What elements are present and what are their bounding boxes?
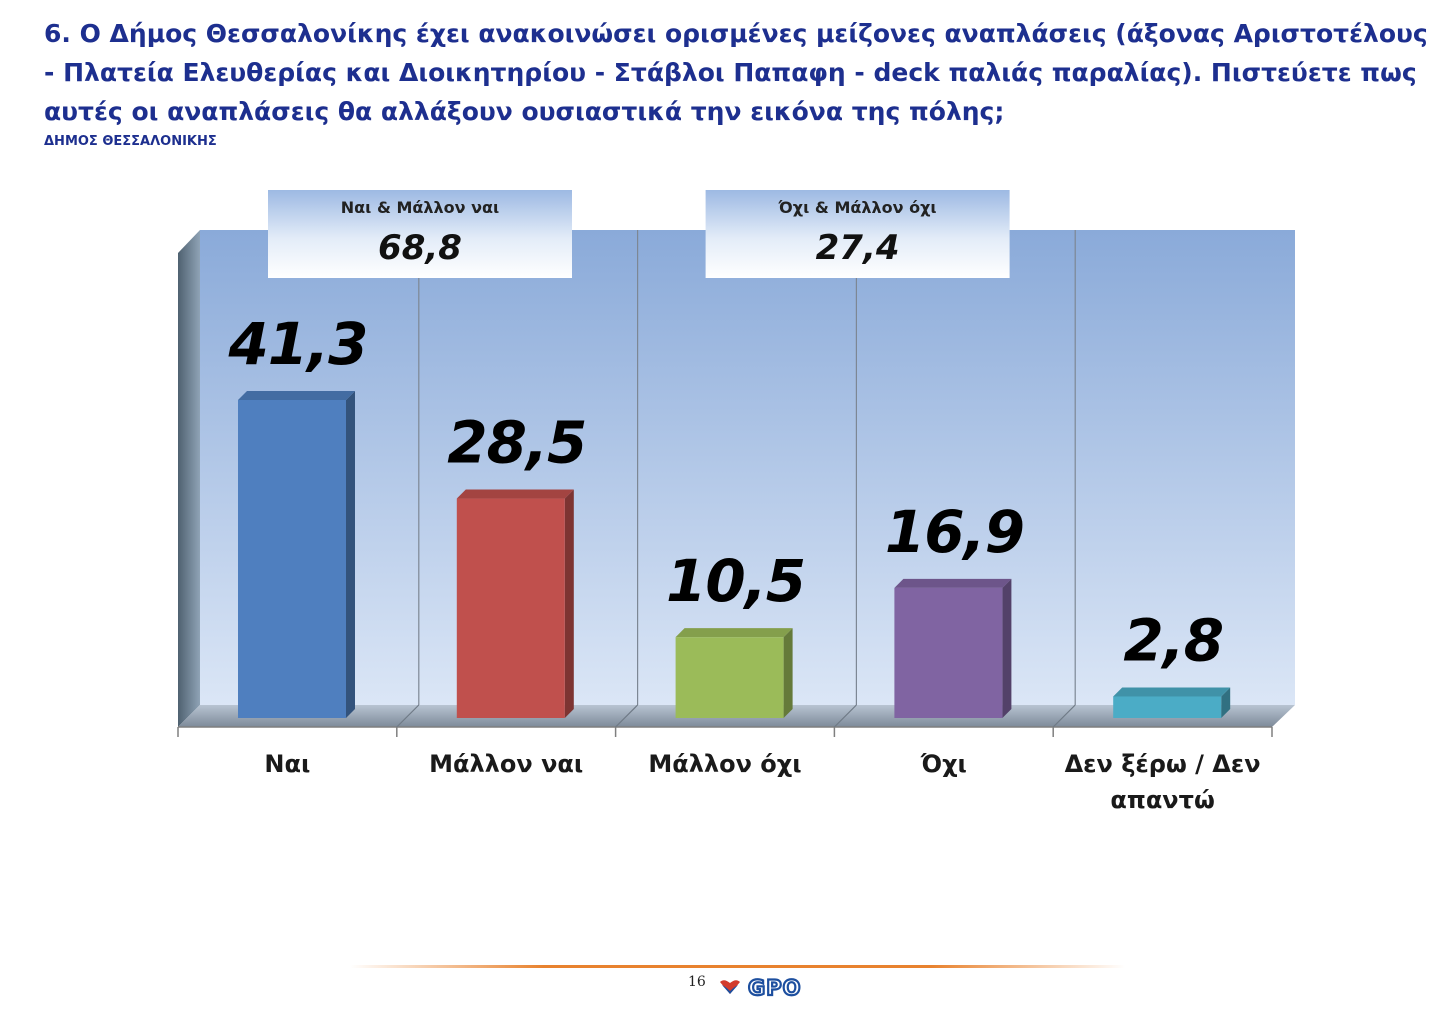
bar: [238, 390, 355, 718]
category-label: Μάλλον ναι: [429, 750, 583, 778]
back-wall: [200, 230, 1295, 705]
bar-chart: Ναι & Μάλλον ναι 68,8 Όχι & Μάλλον όχι 27,4…: [177, 190, 1295, 814]
side-wall: [178, 230, 200, 727]
gpo-logo: GPO: [720, 975, 802, 1001]
bar-front: [1113, 696, 1222, 718]
bar: [894, 578, 1012, 718]
region-subtitle: ΔΗΜΟΣ ΘΕΣΣΑΛΟΝΙΚΗΣ: [44, 134, 217, 149]
category-label: Δεν ξέρω / Δεν απαντώ: [1065, 750, 1261, 814]
question-title: 6. Ο Δήμος Θεσσαλονίκης έχει ανακοινώσει…: [44, 19, 1428, 126]
group-box-background: [705, 190, 1010, 278]
plot-area: [177, 230, 1295, 737]
value-label: 16,9: [885, 498, 1024, 566]
group-label: Ναι & Μάλλον ναι: [341, 198, 499, 217]
value-label: 28,5: [447, 409, 586, 477]
bar: [456, 489, 574, 718]
floor-divider: [833, 704, 857, 728]
bar: [675, 628, 793, 718]
gpo-heart-icon-accent: [722, 985, 738, 994]
page-number: 16: [688, 974, 706, 990]
footer-divider: [350, 965, 1125, 968]
value-label: 2,8: [1123, 606, 1223, 674]
bar-top: [456, 489, 574, 499]
bar-top: [1113, 687, 1231, 697]
bar-side: [1221, 687, 1231, 718]
floor-divider: [396, 704, 420, 728]
bar-front: [238, 399, 346, 718]
bar-top: [894, 578, 1012, 588]
value-label: 41,3: [227, 310, 367, 378]
floor-divider: [1052, 704, 1076, 728]
bar-side: [783, 628, 793, 718]
group-box-background: [268, 190, 572, 278]
group-summary-box: Όχι & Μάλλον όχι 27,4: [705, 190, 1010, 278]
floor-divider: [615, 704, 639, 728]
bar-top: [675, 628, 793, 638]
category-label: Μάλλον όχι: [648, 750, 801, 778]
bar-front: [894, 587, 1003, 718]
gpo-logo-text: GPO: [748, 976, 801, 1000]
group-label: Όχι & Μάλλον όχι: [778, 198, 937, 217]
group-summary-box: Ναι & Μάλλον ναι 68,8: [268, 190, 572, 278]
bar-side: [346, 390, 355, 718]
bar-side: [1002, 578, 1012, 718]
bar-front: [675, 637, 784, 718]
category-label: Ναι: [264, 750, 310, 778]
group-value: 68,8: [378, 228, 462, 268]
gpo-heart-icon: [720, 980, 740, 994]
bar-side: [564, 489, 574, 718]
category-label: Όχι: [920, 750, 967, 778]
group-value: 27,4: [816, 228, 900, 268]
bar-top: [238, 390, 355, 400]
bar-front: [456, 498, 565, 718]
value-label: 10,5: [666, 547, 805, 615]
bar: [1113, 687, 1231, 718]
